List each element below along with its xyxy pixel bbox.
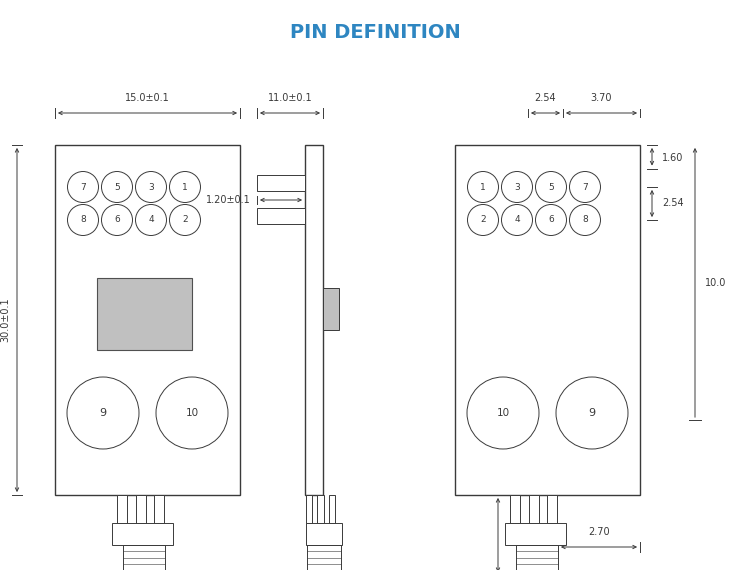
Circle shape [101, 205, 133, 235]
Bar [154, 495, 164, 523]
Bar [307, 545, 340, 570]
Text: 7: 7 [80, 182, 86, 192]
Bar [455, 145, 640, 495]
Text: 3: 3 [148, 182, 154, 192]
Circle shape [156, 377, 228, 449]
Text: 15.0±0.1: 15.0±0.1 [125, 93, 170, 103]
Text: 3.70: 3.70 [591, 93, 612, 103]
Bar [97, 278, 192, 350]
Bar [510, 495, 520, 523]
Bar [317, 495, 324, 523]
Bar [306, 495, 313, 523]
Bar [305, 145, 323, 495]
Circle shape [467, 377, 539, 449]
Bar [323, 288, 339, 330]
Text: 8: 8 [80, 215, 86, 225]
Bar [136, 495, 146, 523]
Text: 10: 10 [185, 408, 199, 418]
Text: 30.0±0.1: 30.0±0.1 [0, 298, 10, 343]
Text: 6: 6 [114, 215, 120, 225]
Circle shape [467, 205, 499, 235]
Text: PIN DEFINITION: PIN DEFINITION [290, 22, 460, 42]
Bar [328, 495, 335, 523]
Bar [117, 495, 127, 523]
Text: 1: 1 [480, 182, 486, 192]
Text: 7: 7 [582, 182, 588, 192]
Bar [548, 495, 557, 523]
Circle shape [569, 172, 601, 202]
Circle shape [101, 172, 133, 202]
Circle shape [502, 205, 532, 235]
Text: 9: 9 [100, 408, 106, 418]
Circle shape [67, 377, 139, 449]
Text: 4: 4 [148, 215, 154, 225]
Text: 1: 1 [182, 182, 188, 192]
Bar [55, 145, 240, 495]
Circle shape [467, 172, 499, 202]
Text: 2: 2 [182, 215, 188, 225]
Text: 2: 2 [480, 215, 486, 225]
Circle shape [68, 172, 98, 202]
Bar [257, 208, 305, 224]
Text: 2.54: 2.54 [535, 93, 556, 103]
Bar [112, 523, 173, 545]
Circle shape [556, 377, 628, 449]
Bar [306, 523, 341, 545]
Text: 8: 8 [582, 215, 588, 225]
Circle shape [136, 172, 166, 202]
Circle shape [502, 172, 532, 202]
Bar [516, 545, 558, 570]
Text: 5: 5 [548, 182, 554, 192]
Bar [257, 175, 305, 191]
Text: 1.60: 1.60 [662, 153, 683, 163]
Text: 11.0±0.1: 11.0±0.1 [268, 93, 312, 103]
Text: 1.20±0.1: 1.20±0.1 [206, 195, 251, 205]
Text: 10: 10 [496, 408, 509, 418]
Text: 10.0: 10.0 [705, 278, 726, 287]
Bar [123, 545, 165, 570]
Circle shape [170, 172, 200, 202]
Circle shape [68, 205, 98, 235]
Text: 9: 9 [589, 408, 596, 418]
Circle shape [536, 172, 566, 202]
Bar [505, 523, 566, 545]
Text: 2.70: 2.70 [588, 527, 610, 537]
Circle shape [536, 205, 566, 235]
Circle shape [170, 205, 200, 235]
Text: 3: 3 [514, 182, 520, 192]
Text: 4: 4 [514, 215, 520, 225]
Circle shape [136, 205, 166, 235]
Text: 2.54: 2.54 [662, 198, 684, 209]
Circle shape [569, 205, 601, 235]
Text: 5: 5 [114, 182, 120, 192]
Bar [529, 495, 538, 523]
Text: 6: 6 [548, 215, 554, 225]
